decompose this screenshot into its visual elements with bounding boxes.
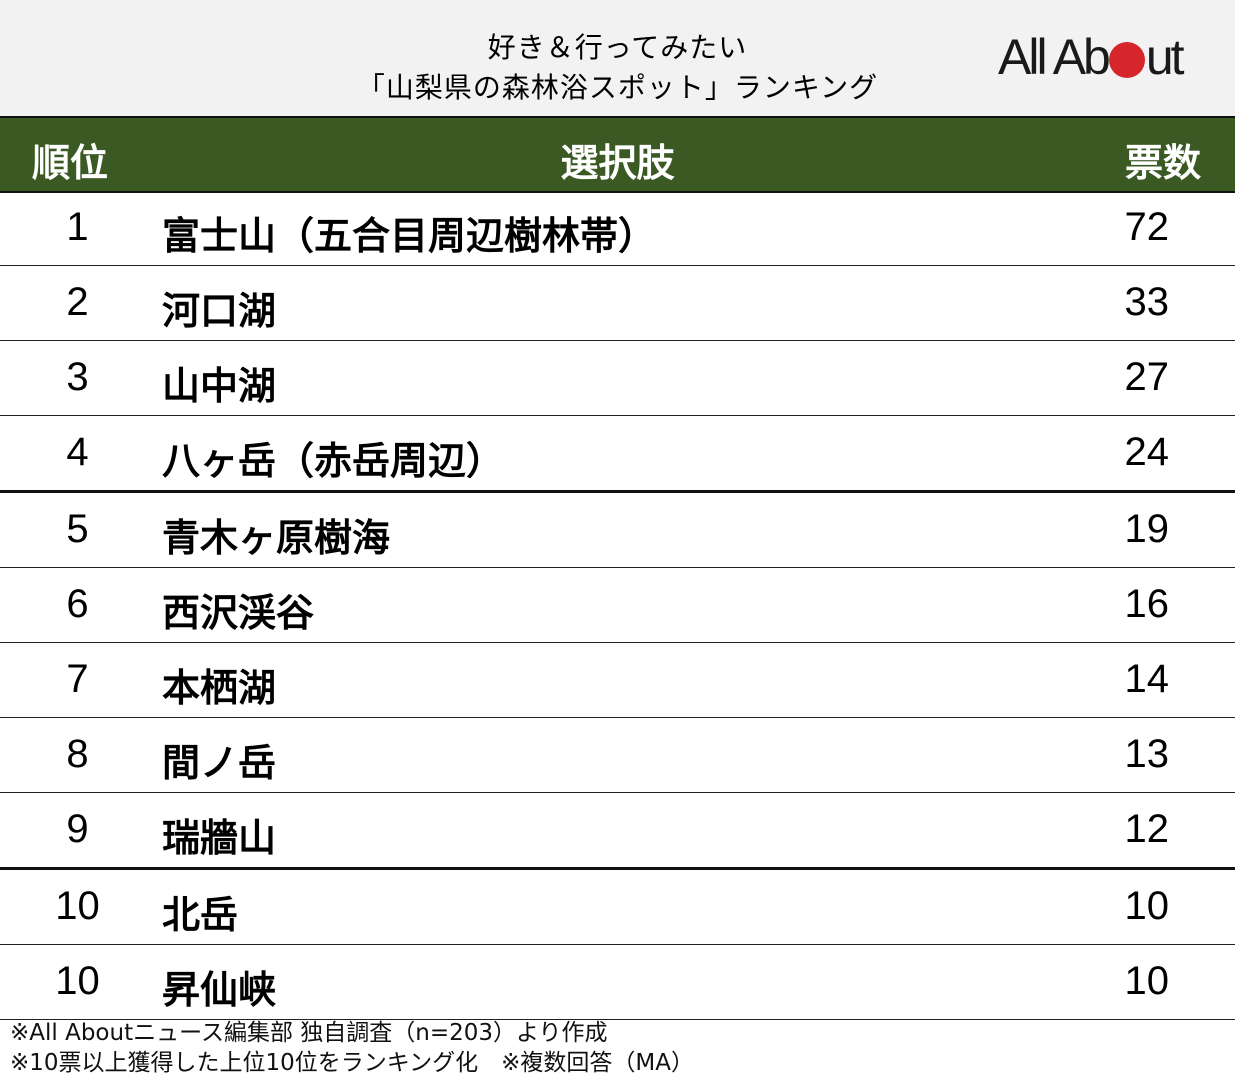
table-row: 10 昇仙峡 10 (0, 945, 1235, 1020)
column-header-choice: 選択肢 (560, 141, 675, 185)
table-row: 10 北岳 10 (0, 870, 1235, 945)
rank-cell: 1 (66, 205, 89, 249)
table-row: 4 八ヶ岳（赤岳周辺） 24 (0, 416, 1235, 493)
rank-cell: 7 (66, 657, 89, 701)
name-cell: 西沢渓谷 (162, 591, 315, 635)
votes-cell: 13 (1124, 732, 1170, 776)
name-cell: 間ノ岳 (162, 741, 277, 785)
rank-cell: 4 (66, 430, 89, 474)
table-row: 3 山中湖 27 (0, 341, 1235, 416)
votes-cell: 27 (1124, 355, 1170, 399)
footnote-method: ※10票以上獲得した上位10位をランキング化 ※複数回答（MA） (10, 1050, 694, 1076)
votes-cell: 33 (1124, 280, 1170, 324)
rank-cell: 10 (55, 959, 100, 1003)
votes-cell: 19 (1124, 507, 1170, 551)
ranking-table-body: 1 富士山（五合目周辺樹林帯） 72 2 河口湖 33 3 山中湖 27 4 八… (0, 191, 1235, 1020)
votes-cell: 12 (1124, 807, 1170, 851)
title-line-2: 「山梨県の森林浴スポット」ランキング (356, 71, 879, 104)
name-cell: 河口湖 (162, 289, 277, 333)
name-cell: 昇仙峡 (162, 968, 277, 1012)
votes-cell: 16 (1124, 582, 1170, 626)
table-header: 順位 選択肢 票数 (0, 116, 1235, 193)
all-about-logo: All Ab ut (998, 29, 1185, 85)
title-band (0, 0, 1235, 116)
name-cell: 八ヶ岳（赤岳周辺） (162, 439, 505, 483)
name-cell: 山中湖 (162, 364, 277, 408)
title-line-1: 好き＆行ってみたい (487, 31, 748, 64)
votes-cell: 14 (1124, 657, 1170, 701)
footnote-source: ※All Aboutニュース編集部 独自調査（n=203）より作成 (10, 1020, 608, 1046)
rank-cell: 6 (66, 582, 89, 626)
table-row: 2 河口湖 33 (0, 266, 1235, 341)
logo-red-dot-icon (1108, 42, 1145, 78)
table-row: 6 西沢渓谷 16 (0, 568, 1235, 643)
rank-cell: 10 (55, 884, 100, 928)
name-cell: 北岳 (162, 893, 239, 937)
table-row: 5 青木ヶ原樹海 19 (0, 493, 1235, 568)
column-header-rank: 順位 (32, 141, 109, 185)
logo-text-after: ut (1145, 29, 1185, 85)
name-cell: 本栖湖 (162, 666, 277, 710)
votes-cell: 10 (1124, 884, 1170, 928)
rank-cell: 2 (66, 280, 89, 324)
rank-cell: 8 (66, 732, 89, 776)
name-cell: 青木ヶ原樹海 (162, 516, 391, 560)
name-cell: 富士山（五合目周辺樹林帯） (162, 214, 657, 258)
name-cell: 瑞牆山 (162, 816, 277, 860)
votes-cell: 24 (1124, 430, 1170, 474)
logo-text-before: All Ab (998, 29, 1111, 85)
votes-cell: 10 (1124, 959, 1170, 1003)
table-row: 1 富士山（五合目周辺樹林帯） 72 (0, 191, 1235, 266)
rank-cell: 3 (66, 355, 89, 399)
rank-cell: 9 (66, 807, 89, 851)
votes-cell: 72 (1124, 205, 1170, 249)
table-row: 8 間ノ岳 13 (0, 718, 1235, 793)
table-row: 7 本栖湖 14 (0, 643, 1235, 718)
table-row: 9 瑞牆山 12 (0, 793, 1235, 870)
column-header-votes: 票数 (1124, 141, 1201, 185)
footnotes: ※All Aboutニュース編集部 独自調査（n=203）より作成 ※10票以上… (10, 1018, 694, 1078)
rank-cell: 5 (66, 507, 89, 551)
